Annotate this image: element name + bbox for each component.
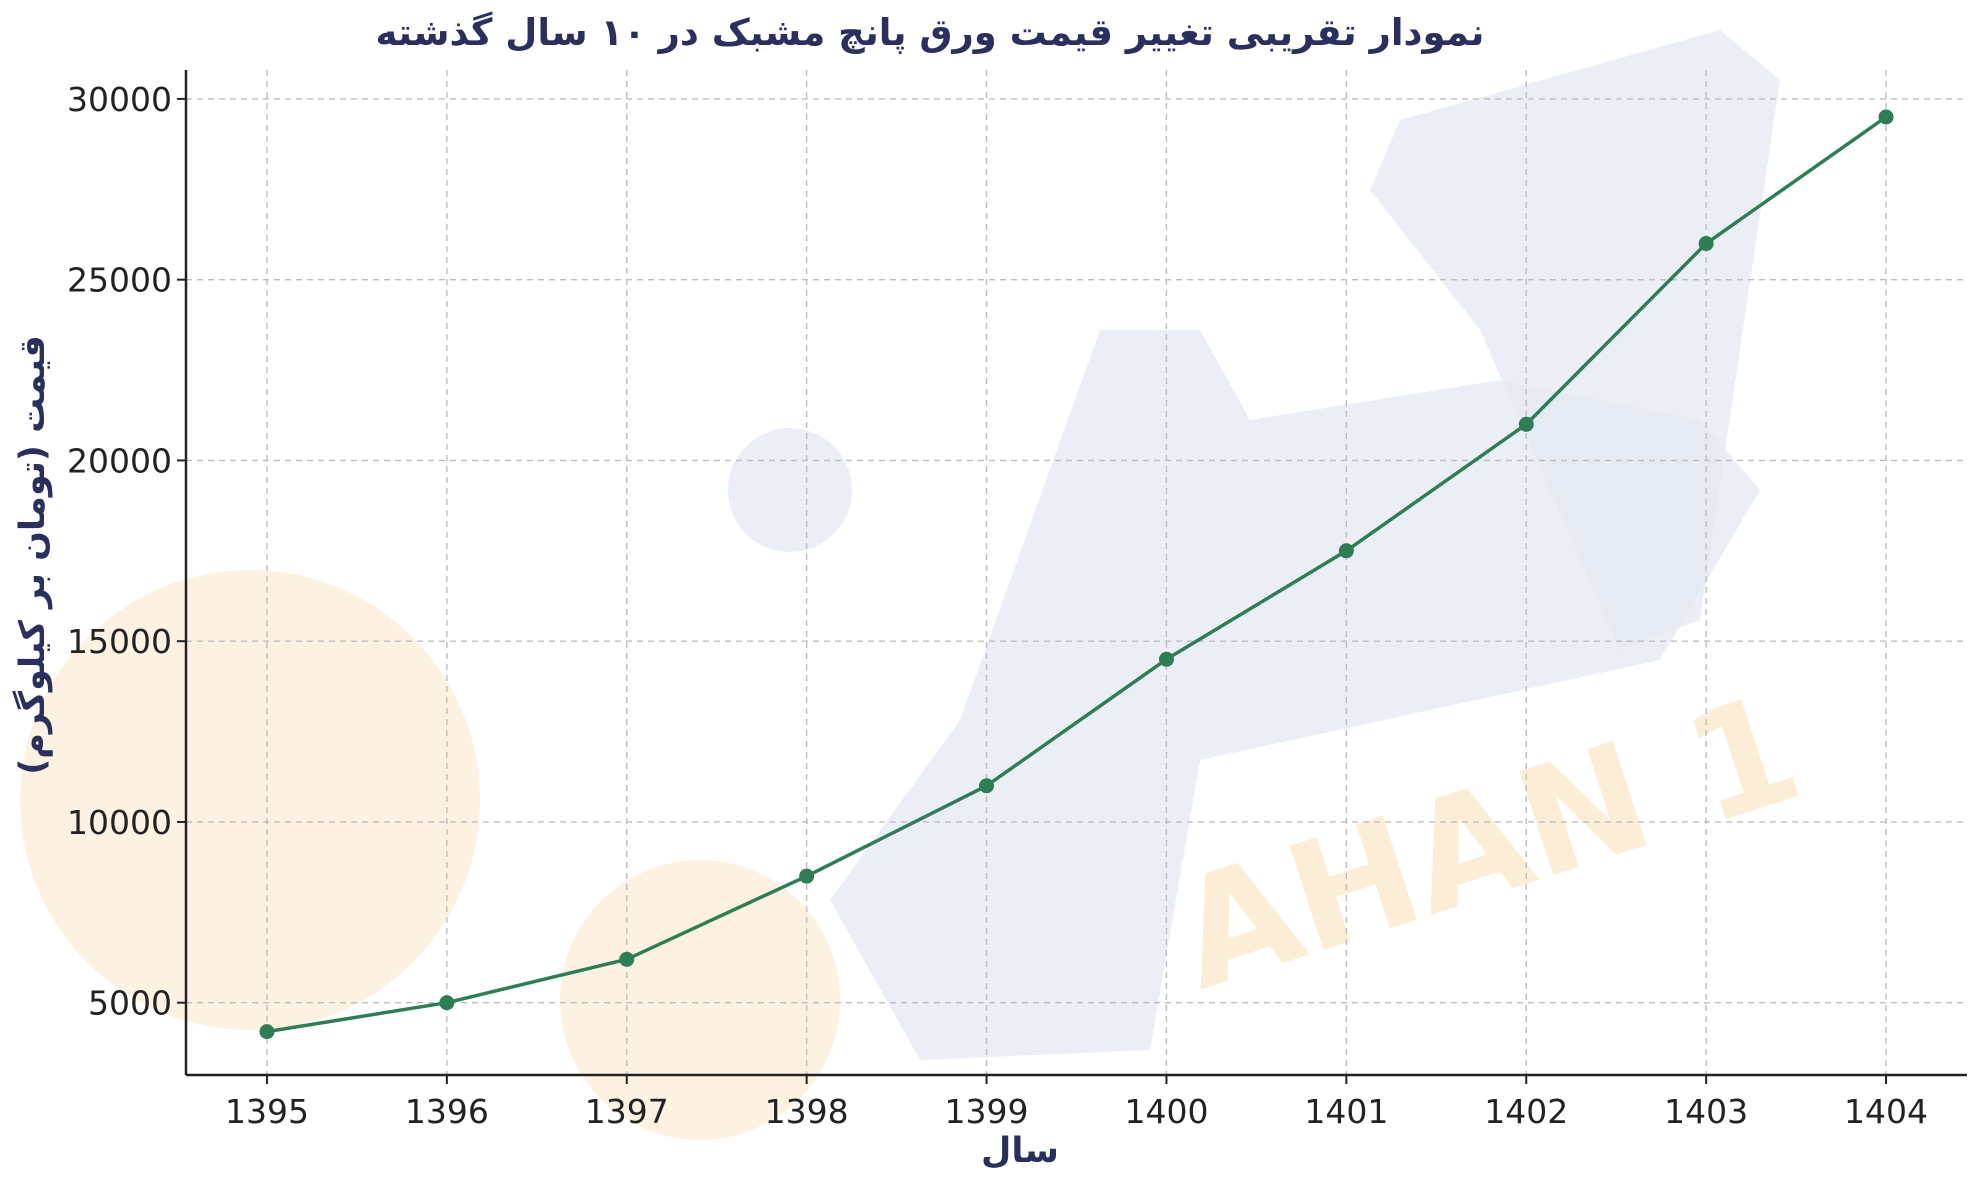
- x-tick-label: 1403: [1664, 1092, 1748, 1131]
- series-layer: [259, 109, 1894, 1040]
- x-tick-label: 1404: [1844, 1092, 1928, 1131]
- chart-title: نمودار تقریبی تغییر قیمت ورق پانچ مشبک د…: [376, 11, 1485, 54]
- data-point: [1518, 416, 1534, 432]
- watermark-logo: AHAN 1: [20, 30, 1820, 1140]
- x-tick-label: 1402: [1484, 1092, 1568, 1131]
- data-point: [1878, 109, 1894, 125]
- data-point: [979, 778, 995, 794]
- y-tick-label: 30000: [67, 80, 172, 119]
- y-axis-ticks: 5000 10000 15000 20000 25000 30000: [67, 80, 186, 1023]
- data-point: [619, 951, 635, 967]
- data-point: [1338, 543, 1354, 559]
- y-tick-label: 5000: [88, 984, 172, 1023]
- data-point: [799, 868, 815, 884]
- data-point: [1698, 236, 1714, 252]
- y-tick-label: 25000: [67, 261, 172, 300]
- x-tick-label: 1401: [1304, 1092, 1388, 1131]
- x-axis-ticks: 1395 1396 1397 1398 1399 1400 1401 1402 1403 1404: [225, 1075, 1928, 1131]
- data-point: [259, 1024, 275, 1040]
- data-point: [439, 995, 455, 1011]
- x-tick-label: 1396: [405, 1092, 489, 1131]
- x-axis-label: سال: [981, 1131, 1059, 1171]
- x-tick-label: 1399: [945, 1092, 1029, 1131]
- y-axis-label: قیمت (تومان بر کیلوگرم): [12, 335, 53, 775]
- y-tick-label: 10000: [67, 803, 172, 842]
- x-tick-label: 1395: [225, 1092, 309, 1131]
- series-line: [266, 115, 1888, 1034]
- data-point: [1158, 651, 1174, 667]
- y-tick-label: 20000: [67, 441, 172, 480]
- x-tick-label: 1397: [585, 1092, 669, 1131]
- x-tick-label: 1398: [765, 1092, 849, 1131]
- y-tick-label: 15000: [67, 622, 172, 661]
- x-tick-label: 1400: [1124, 1092, 1208, 1131]
